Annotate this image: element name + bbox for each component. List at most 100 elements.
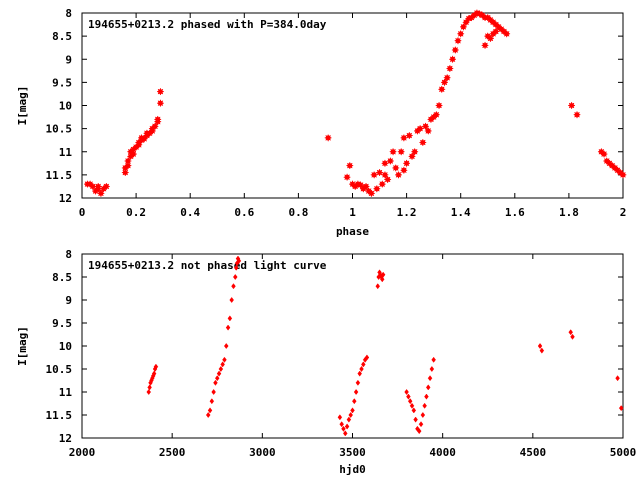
chart-0-data-point	[453, 36, 463, 45]
chart-1-data-point	[146, 388, 151, 396]
chart-0-data-point	[94, 184, 103, 193]
chart-1-y-tick-label: 9.5	[52, 317, 72, 330]
chart-1-data-point	[225, 324, 231, 331]
chart-0-x-tick-label: 0.8	[288, 206, 308, 219]
chart-1-data-point	[404, 388, 409, 396]
chart-0-y-tick-label: 11.5	[46, 169, 73, 182]
chart-0-y-tick-label: 10	[59, 100, 72, 113]
chart-0-data-point	[443, 73, 452, 82]
chart-0-data-point	[486, 34, 495, 43]
chart-1-y-tick-label: 10.5	[46, 363, 73, 376]
chart-1-data-point	[227, 315, 233, 322]
chart-0-data-point	[618, 170, 628, 179]
chart-0-x-axis-label: phase	[336, 225, 369, 238]
chart-1-x-tick-label: 2500	[159, 446, 186, 459]
chart-0-x-tick-label: 1.6	[505, 206, 525, 219]
chart-0-x-tick-label: 2	[620, 206, 627, 219]
chart-0-data-point	[88, 182, 97, 191]
chart-1-y-tick-label: 9	[65, 294, 72, 307]
chart-1-data-point	[224, 342, 229, 350]
chart-0-data-point	[123, 156, 133, 166]
chart-0-data-point	[451, 45, 460, 55]
chart-0-data-point	[151, 122, 160, 131]
chart-1-y-axis-label: I[mag]	[16, 326, 29, 366]
chart-0-data-point	[394, 170, 403, 179]
chart-0-title: 194655+0213.2 phased with P=384.0day	[88, 18, 327, 31]
chart-1-data-point	[359, 365, 364, 373]
chart-1-x-tick-label: 3500	[339, 446, 366, 459]
chart-1-data-point	[364, 354, 370, 361]
chart-0-data-point	[572, 110, 582, 119]
chart-1-data-point	[537, 342, 543, 350]
chart-0-x-tick-label: 1.2	[397, 206, 417, 219]
chart-1-x-tick-label: 5000	[610, 446, 637, 459]
chart-0-data-point	[435, 101, 444, 110]
chart-0-data-point	[502, 29, 511, 38]
chart-1-data-point	[153, 363, 159, 370]
chart-1-data-point	[147, 384, 152, 391]
chart-1-data-point	[216, 370, 222, 377]
chart-1-data-point	[431, 356, 436, 363]
chart-1-data-point	[420, 411, 426, 419]
chart-0-data-point	[445, 64, 454, 73]
chart-1-data-point	[409, 402, 415, 409]
chart-1-data-point	[151, 370, 157, 377]
chart-1-data-point	[539, 347, 545, 354]
chart-1-data-point	[337, 414, 343, 421]
chart-0-data-point	[361, 182, 371, 191]
chart-0-data-point	[156, 99, 165, 108]
chart-1-y-tick-label: 11.5	[46, 409, 73, 422]
chart-0-data-point	[410, 147, 419, 156]
chart-0-y-tick-label: 11	[59, 146, 73, 159]
chart-0-data-point	[153, 117, 162, 126]
chart-0-data-point	[380, 170, 389, 179]
chart-1-data-point	[618, 405, 624, 412]
chart-1-data-point	[418, 421, 424, 428]
chart-0-data-point	[370, 170, 379, 179]
chart-0-y-tick-label: 10.5	[46, 123, 73, 136]
chart-1-x-tick-label: 4500	[520, 446, 547, 459]
chart-0-data-point	[367, 189, 376, 198]
chart-0-x-tick-label: 0.6	[234, 206, 254, 219]
chart-1-data-point	[361, 361, 366, 368]
chart-0-data-point	[378, 180, 387, 189]
chart-1-data-point	[207, 407, 213, 414]
chart-0-data-point	[421, 122, 430, 131]
chart-0-data-point	[380, 159, 389, 168]
chart-0-x-tick-label: 0.2	[126, 206, 146, 219]
phased-light-curve-panel: 0 0.2 0.4 0.6 0.8 1 1.2 1.4 1.6 1.8 2 8 8.5 9 9.5 10 10.…	[16, 7, 628, 238]
chart-0-data-point	[102, 182, 111, 191]
chart-0-data-point	[437, 85, 446, 94]
chart-0-data-point	[324, 133, 333, 142]
chart-1-data-point	[233, 264, 239, 271]
chart-1-x-tick-label: 2000	[69, 446, 96, 459]
chart-0-data-point	[386, 156, 395, 166]
chart-0-data-point	[383, 175, 392, 184]
chart-1-x-tick-label: 4000	[429, 446, 456, 459]
chart-0-y-tick-label: 12	[59, 192, 72, 205]
chart-0-data-point	[156, 87, 165, 96]
chart-0-y-tick-label: 9	[65, 53, 72, 66]
chart-1-data-point	[570, 333, 575, 340]
chart-1-data-point	[568, 329, 573, 336]
chart-1-data-point	[341, 425, 346, 432]
chart-0-data-point	[399, 166, 408, 175]
chart-1-data-point	[231, 283, 236, 290]
chart-1-data-point	[411, 407, 417, 414]
unphased-light-curve-panel: 2000 2500 3000 3500 4000 4500 5000 8 8.5 9 9.5 10 10…	[16, 248, 636, 476]
chart-1-data-point	[205, 411, 211, 419]
chart-1-data-point	[236, 257, 242, 264]
chart-1-data-point	[211, 388, 216, 396]
chart-1-y-tick-label: 12	[59, 432, 72, 445]
chart-1-data-point	[375, 283, 381, 290]
chart-1-data-point	[213, 379, 218, 386]
chart-1-data-point	[222, 356, 227, 363]
chart-0-data-point	[397, 147, 406, 156]
chart-1-title: 194655+0213.2 not phased light curve	[88, 259, 327, 272]
chart-1-data-point	[615, 375, 620, 382]
chart-0-data-point	[567, 101, 576, 110]
chart-0-data-point	[402, 159, 411, 168]
chart-0-data-point	[456, 29, 465, 38]
chart-0-data-point	[432, 110, 441, 119]
